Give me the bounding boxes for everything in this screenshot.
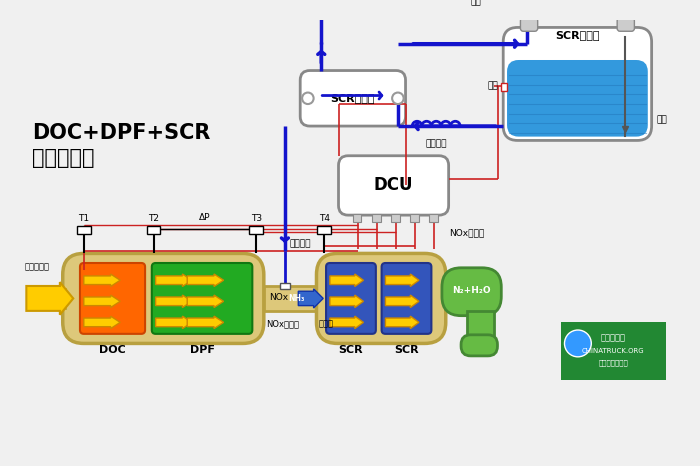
Text: DOC: DOC (99, 345, 126, 355)
Text: 管道加热: 管道加热 (426, 139, 447, 149)
Text: T2: T2 (148, 214, 159, 223)
FancyBboxPatch shape (507, 60, 648, 137)
Bar (264, 286, 316, 311)
Text: DCU: DCU (374, 177, 413, 194)
Bar (391, 214, 400, 222)
Text: T3: T3 (251, 214, 262, 223)
FancyBboxPatch shape (520, 18, 538, 31)
FancyBboxPatch shape (461, 335, 498, 356)
FancyBboxPatch shape (382, 263, 431, 334)
FancyArrow shape (27, 282, 74, 315)
Text: T1: T1 (78, 214, 90, 223)
FancyArrow shape (330, 295, 363, 308)
Text: CHINATRUCK.ORG: CHINATRUCK.ORG (582, 348, 645, 354)
FancyBboxPatch shape (300, 70, 405, 126)
Text: ΔP: ΔP (199, 213, 211, 222)
FancyArrow shape (84, 295, 120, 308)
FancyBboxPatch shape (503, 27, 652, 140)
Text: NH₃: NH₃ (288, 294, 304, 303)
Text: SCR尿素泵: SCR尿素泵 (330, 93, 375, 103)
Text: SCR: SCR (339, 345, 363, 355)
Text: NOx传感器: NOx传感器 (449, 228, 485, 237)
FancyArrow shape (84, 316, 120, 329)
Bar (372, 214, 381, 222)
FancyArrow shape (386, 295, 419, 308)
Text: 尿素喷嘴: 尿素喷嘴 (290, 240, 312, 249)
Text: DPF: DPF (190, 345, 215, 355)
Bar (561, 322, 666, 380)
FancyArrow shape (187, 274, 223, 287)
FancyArrow shape (298, 289, 323, 308)
FancyArrow shape (187, 295, 223, 308)
FancyArrow shape (330, 274, 363, 287)
FancyArrow shape (386, 274, 419, 287)
Bar (410, 214, 419, 222)
Bar (501, 83, 507, 91)
Text: SCR: SCR (394, 345, 419, 355)
Bar (430, 214, 438, 222)
Text: T4: T4 (318, 214, 330, 223)
Bar (467, 311, 494, 342)
FancyBboxPatch shape (326, 263, 376, 334)
Text: 温度: 温度 (488, 82, 498, 91)
Bar (353, 214, 361, 222)
Text: N₂+H₂O: N₂+H₂O (452, 286, 491, 295)
FancyArrow shape (84, 274, 120, 287)
FancyArrow shape (155, 274, 192, 287)
Bar (46, 289, 64, 308)
Circle shape (392, 93, 404, 104)
Text: SCR尿素箱: SCR尿素箱 (555, 30, 600, 40)
Text: 加热: 加热 (470, 0, 482, 7)
FancyArrow shape (386, 316, 419, 329)
Circle shape (564, 330, 592, 357)
FancyBboxPatch shape (80, 263, 145, 334)
Text: DOC+DPF+SCR: DOC+DPF+SCR (32, 123, 211, 143)
Bar (280, 283, 290, 289)
FancyBboxPatch shape (63, 254, 264, 343)
Bar (147, 226, 160, 234)
Text: 为卡车人以用车: 为卡车人以用车 (598, 359, 628, 366)
FancyBboxPatch shape (339, 156, 449, 215)
Bar (77, 226, 90, 234)
Bar (317, 226, 331, 234)
FancyArrow shape (155, 316, 192, 329)
FancyBboxPatch shape (316, 254, 446, 343)
FancyBboxPatch shape (617, 18, 634, 31)
Text: 混合器: 混合器 (318, 320, 333, 329)
Text: NOx传感器: NOx传感器 (266, 320, 299, 329)
FancyArrow shape (155, 295, 192, 308)
Text: NOx: NOx (270, 293, 288, 302)
Text: 液位: 液位 (657, 115, 667, 124)
FancyBboxPatch shape (442, 268, 501, 315)
Text: 发动机排气: 发动机排气 (25, 263, 50, 272)
FancyBboxPatch shape (152, 263, 252, 334)
Text: 中国卡车网: 中国卡车网 (601, 333, 626, 342)
Circle shape (302, 93, 314, 104)
FancyArrow shape (187, 316, 223, 329)
FancyArrow shape (330, 316, 363, 329)
Text: 系统原理图: 系统原理图 (32, 148, 94, 168)
Bar (249, 226, 263, 234)
